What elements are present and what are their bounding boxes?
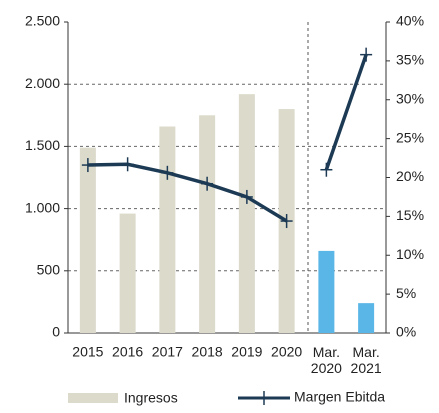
y2-tick-label: 40%: [396, 13, 424, 29]
x-tick-label: 2016: [112, 344, 143, 360]
y2-tick-label: 10%: [396, 246, 424, 262]
legend-label: Margen Ebitda: [294, 389, 385, 405]
bar: [358, 303, 375, 333]
line: [324, 54, 368, 171]
y2-tick-label: 15%: [396, 207, 424, 223]
bar: [238, 94, 255, 333]
y-tick-label: 500: [37, 262, 61, 278]
y-tick-label: 2.000: [25, 75, 60, 91]
bar: [199, 115, 216, 333]
legend-swatch: [68, 393, 118, 403]
y2-tick-label: 5%: [396, 285, 416, 301]
legend-label: Ingresos: [124, 390, 178, 406]
y-tick-label: 1.000: [25, 199, 60, 215]
x-tick-label: 2019: [231, 344, 262, 360]
bar: [318, 250, 335, 333]
x-tick-label: Mar. 2020: [311, 344, 342, 376]
y2-tick-label: 20%: [396, 168, 424, 184]
x-tick-label: Mar. 2021: [351, 344, 382, 376]
x-tick-label: 2017: [152, 344, 183, 360]
y2-tick-label: 30%: [396, 90, 424, 106]
y-tick-label: 1.500: [25, 137, 60, 153]
y2-tick-label: 0%: [396, 324, 416, 340]
x-tick-label: 2018: [192, 344, 223, 360]
bar: [159, 126, 176, 333]
line: [87, 162, 288, 223]
y2-tick-label: 35%: [396, 52, 424, 68]
bar: [79, 147, 96, 333]
y-tick-label: 2.500: [25, 13, 60, 29]
y-tick-label: 0: [52, 324, 60, 340]
y2-tick-label: 25%: [396, 129, 424, 145]
bar: [119, 213, 136, 333]
x-tick-label: 2015: [72, 344, 103, 360]
x-tick-label: 2020: [271, 344, 302, 360]
